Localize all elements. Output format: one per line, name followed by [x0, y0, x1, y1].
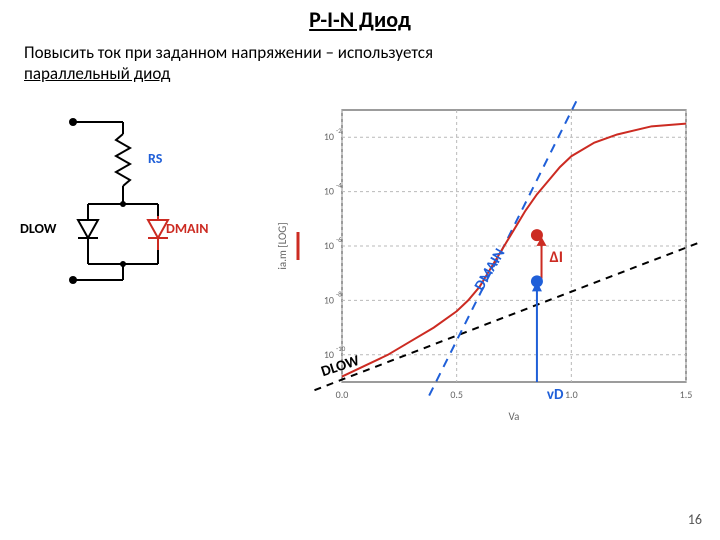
svg-text:ia.m [LOG]: ia.m [LOG] [276, 222, 289, 269]
subtitle-underlined: параллельный диод [24, 63, 170, 84]
svg-text:1.0: 1.0 [565, 388, 578, 401]
svg-text:-4: -4 [336, 181, 342, 190]
svg-text:10: 10 [324, 130, 334, 143]
subtitle-text: Повысить ток при заданном напряжении – и… [24, 42, 433, 63]
rs-label: RS [148, 150, 162, 167]
svg-text:-2: -2 [336, 126, 342, 135]
svg-text:Va: Va [509, 410, 520, 423]
delta-i-label: ΔI [550, 248, 564, 267]
page-number: 16 [688, 511, 702, 528]
svg-text:1.5: 1.5 [680, 388, 693, 401]
svg-text:10: 10 [324, 239, 334, 252]
iv-chart: 0.00.51.01.5Va10-1010-810-610-410-2ia.m … [272, 96, 702, 426]
svg-text:-6: -6 [336, 235, 342, 244]
subtitle: Повысить ток при заданном напряжении – и… [24, 42, 433, 85]
page-title: P-I-N Диод [0, 6, 720, 33]
svg-text:10: 10 [324, 185, 334, 198]
svg-text:0.5: 0.5 [450, 388, 463, 401]
svg-text:0.0: 0.0 [336, 388, 349, 401]
svg-text:10: 10 [324, 293, 334, 306]
vd-label: vD [547, 386, 564, 404]
circuit-svg [18, 112, 228, 312]
circuit-diagram: RS DLOW DMAIN [18, 112, 228, 312]
svg-text:-8: -8 [336, 289, 342, 298]
dlow-label: DLOW [20, 220, 56, 237]
dmain-label: DMAIN [166, 220, 209, 237]
svg-text:-10: -10 [336, 344, 346, 353]
